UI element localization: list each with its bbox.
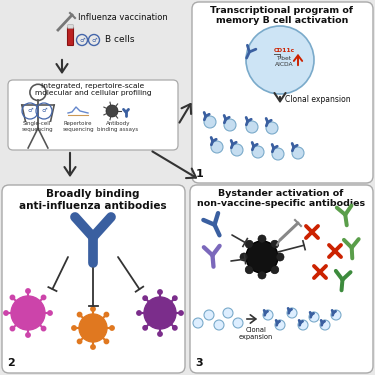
Circle shape: [266, 122, 278, 134]
Circle shape: [193, 318, 203, 328]
Text: Integrated, repertoire-scale
molecular and cellular profiling: Integrated, repertoire-scale molecular a…: [34, 83, 151, 96]
Text: 2: 2: [7, 358, 15, 368]
Circle shape: [26, 289, 30, 293]
Circle shape: [231, 144, 243, 156]
Circle shape: [104, 339, 109, 344]
Circle shape: [224, 119, 236, 131]
Text: ♂: ♂: [27, 108, 33, 114]
Circle shape: [309, 312, 319, 322]
Circle shape: [41, 295, 46, 300]
Text: 3: 3: [195, 358, 202, 368]
Text: CD11c: CD11c: [273, 48, 295, 54]
Text: T-bet: T-bet: [276, 56, 292, 60]
Circle shape: [211, 141, 223, 153]
Text: Broadly binding
anti-influenza antibodies: Broadly binding anti-influenza antibodie…: [19, 189, 167, 211]
Circle shape: [245, 266, 253, 274]
FancyBboxPatch shape: [8, 80, 178, 150]
Circle shape: [110, 326, 114, 330]
Circle shape: [287, 308, 297, 318]
Text: Repertoire
sequencing: Repertoire sequencing: [62, 121, 94, 132]
Circle shape: [10, 326, 15, 331]
Circle shape: [223, 308, 233, 318]
Circle shape: [106, 105, 118, 117]
Circle shape: [91, 307, 95, 311]
Text: Bystander activation of
non-vaccine-specific antibodies: Bystander activation of non-vaccine-spec…: [197, 189, 365, 209]
Circle shape: [144, 297, 176, 329]
Circle shape: [275, 320, 285, 330]
Circle shape: [252, 146, 264, 158]
FancyBboxPatch shape: [68, 27, 74, 45]
Circle shape: [79, 314, 107, 342]
Text: AICDA: AICDA: [274, 63, 293, 68]
Circle shape: [72, 326, 76, 330]
FancyBboxPatch shape: [68, 25, 73, 28]
Circle shape: [172, 326, 177, 330]
Circle shape: [204, 310, 214, 320]
Circle shape: [48, 311, 52, 315]
Circle shape: [137, 311, 141, 315]
Circle shape: [91, 345, 95, 349]
Circle shape: [179, 311, 183, 315]
Text: B cells: B cells: [105, 36, 135, 45]
Circle shape: [77, 312, 82, 317]
Text: Transcriptional program of
memory B cell activation: Transcriptional program of memory B cell…: [210, 6, 354, 26]
Text: Single-cell
sequencing: Single-cell sequencing: [21, 121, 53, 132]
Circle shape: [258, 271, 266, 279]
FancyBboxPatch shape: [2, 185, 185, 373]
Circle shape: [41, 326, 46, 331]
Text: Clonal
expansion: Clonal expansion: [239, 327, 273, 340]
Circle shape: [11, 296, 45, 330]
Text: 1: 1: [196, 169, 204, 179]
Circle shape: [4, 311, 8, 315]
Circle shape: [214, 320, 224, 330]
Circle shape: [331, 310, 341, 320]
Circle shape: [271, 240, 279, 248]
Circle shape: [10, 295, 15, 300]
Text: Influenza vaccination: Influenza vaccination: [78, 12, 168, 21]
Circle shape: [320, 320, 330, 330]
Circle shape: [245, 240, 253, 248]
Circle shape: [246, 121, 258, 133]
FancyBboxPatch shape: [2, 2, 185, 183]
Circle shape: [246, 26, 314, 94]
Circle shape: [271, 266, 279, 274]
Text: ♂: ♂: [91, 38, 97, 42]
Text: Antibody
binding assays: Antibody binding assays: [98, 121, 139, 132]
Circle shape: [204, 116, 216, 128]
FancyBboxPatch shape: [190, 185, 373, 373]
Circle shape: [246, 241, 278, 273]
Circle shape: [143, 326, 147, 330]
Circle shape: [104, 312, 109, 317]
Circle shape: [158, 290, 162, 294]
Circle shape: [272, 148, 284, 160]
Text: Clonal expansion: Clonal expansion: [285, 96, 351, 105]
Circle shape: [263, 310, 273, 320]
Circle shape: [298, 320, 308, 330]
Text: ♂: ♂: [41, 108, 47, 114]
Circle shape: [258, 235, 266, 243]
Circle shape: [172, 296, 177, 300]
Circle shape: [77, 339, 82, 344]
Circle shape: [276, 253, 284, 261]
Circle shape: [143, 296, 147, 300]
Text: ♂: ♂: [79, 38, 85, 42]
Circle shape: [240, 253, 248, 261]
FancyBboxPatch shape: [192, 2, 373, 183]
Circle shape: [233, 318, 243, 328]
Circle shape: [158, 332, 162, 336]
Circle shape: [292, 147, 304, 159]
Circle shape: [26, 333, 30, 337]
